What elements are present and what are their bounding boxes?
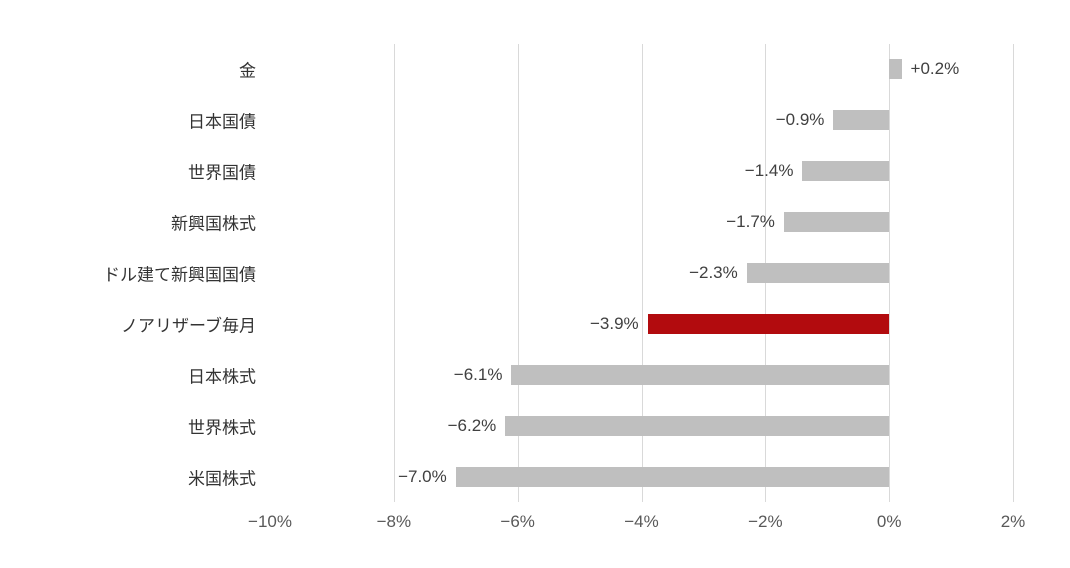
gridline <box>517 44 519 502</box>
value-label: −7.0% <box>398 466 447 486</box>
category-label: 金 <box>239 61 256 81</box>
gridline <box>889 44 891 502</box>
value-label: −1.4% <box>744 161 794 181</box>
bar <box>505 415 890 436</box>
y-axis-labels: 金日本国債世界国債新興国株式ドル建て新興国国債ノアリザーブ毎月日本株式世界株式米… <box>0 44 256 502</box>
bar-highlighted <box>647 313 890 334</box>
category-label: 世界国債 <box>188 163 256 183</box>
x-axis-labels: −10% −8% −6% −4% −2% 0% 2% <box>248 512 1025 536</box>
bar <box>783 212 890 233</box>
x-tick-label: −4% <box>624 512 659 531</box>
bar <box>802 161 890 182</box>
bar <box>511 364 890 385</box>
value-label: −3.9% <box>590 313 639 333</box>
x-tick-label: 0% <box>876 512 902 531</box>
x-tick-label: −2% <box>748 512 783 531</box>
value-label: −6.1% <box>453 364 503 384</box>
x-tick-label: −10% <box>248 512 292 531</box>
value-label: −6.2% <box>447 415 497 435</box>
value-label: −0.9% <box>775 110 825 130</box>
category-label: ドル建て新興国国債 <box>103 265 256 285</box>
gridline <box>1013 44 1014 502</box>
plot-area: +0.2% −0.9% −1.4% −1.7% −2.3% −3.9% −6.1% −6.2%… <box>270 44 1014 502</box>
bar <box>889 59 902 80</box>
gridline <box>393 44 395 502</box>
category-label: ノアリザーブ毎月 <box>121 316 256 336</box>
value-label: −1.7% <box>726 212 775 232</box>
bar <box>746 263 890 283</box>
x-tick-label: −8% <box>376 512 412 531</box>
category-label: 日本株式 <box>188 367 256 387</box>
category-label: 世界株式 <box>188 418 256 438</box>
category-label: 日本国債 <box>188 112 256 132</box>
bar <box>455 466 890 487</box>
gridline <box>641 44 643 502</box>
x-tick-label: −6% <box>500 512 535 531</box>
value-label: +0.2% <box>910 59 960 79</box>
bar <box>833 110 890 131</box>
value-label: −2.3% <box>689 263 738 282</box>
category-label: 米国株式 <box>188 469 256 489</box>
category-label: 新興国株式 <box>171 214 256 234</box>
x-tick-label: 2% <box>1000 512 1026 531</box>
